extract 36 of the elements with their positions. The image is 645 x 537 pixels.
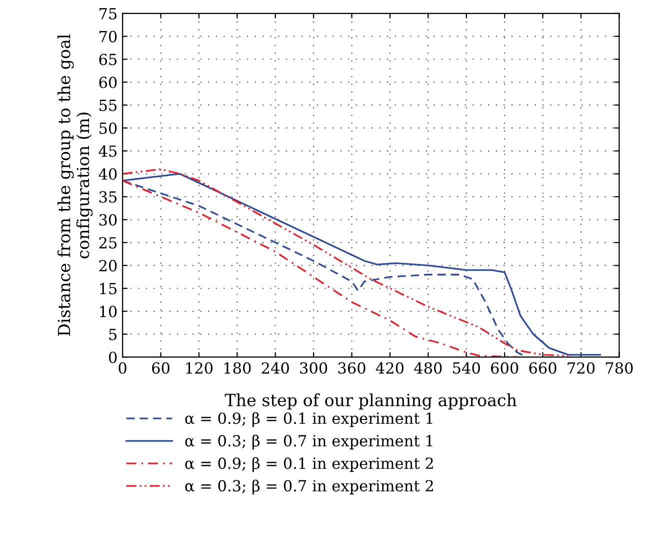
- x-tick-label: 780: [606, 362, 633, 374]
- x-tick-label: 120: [186, 362, 213, 374]
- y-tick-label: 10: [100, 306, 117, 318]
- y-tick-label: 60: [99, 76, 117, 88]
- y-tick-label: 20: [99, 260, 117, 272]
- y-tick-label: 5: [109, 328, 117, 340]
- x-tick-label: 540: [453, 362, 480, 374]
- x-tick-label: 60: [152, 362, 170, 374]
- y-tick-label: 65: [99, 54, 117, 66]
- x-tick-label: 600: [491, 362, 518, 374]
- y-tick-label: 15: [100, 282, 117, 294]
- y-tick-label: 35: [99, 191, 117, 203]
- y-tick-label: 50: [100, 122, 117, 134]
- y-tick-label: 25: [99, 237, 117, 249]
- x-tick-label: 180: [224, 362, 251, 374]
- x-tick-label: 720: [568, 362, 595, 374]
- y-tick-label: 0: [108, 352, 117, 364]
- x-tick-label: 660: [529, 362, 556, 374]
- y-axis-title: Distance from the group to the goal configuration (m): [57, 34, 93, 336]
- legend-label: α = 0.9; β = 0.1 in experiment 2: [185, 457, 433, 472]
- x-tick-label: 0: [118, 362, 126, 374]
- x-axis-title: The step of our planning approach: [224, 393, 517, 410]
- x-tick-label: 480: [414, 362, 442, 374]
- y-tick-label: 30: [99, 214, 117, 226]
- legend-label: α = 0.3; β = 0.7 in experiment 2: [185, 480, 433, 494]
- x-tick-label: 360: [338, 362, 366, 374]
- legend-label: α = 0.3; β = 0.7 in experiment 1: [185, 434, 432, 450]
- y-tick-label: 45: [98, 145, 117, 157]
- x-tick-label: 420: [376, 362, 404, 374]
- y-tick-label: 55: [100, 100, 117, 112]
- x-tick-label: 240: [262, 362, 289, 374]
- x-tick-label: 300: [300, 362, 328, 374]
- legend-label: α = 0.9; β = 0.1 in experiment 1: [185, 412, 432, 427]
- y-tick-label: 75: [100, 8, 117, 20]
- y-tick-label: 40: [98, 168, 117, 180]
- y-tick-label: 70: [100, 30, 117, 42]
